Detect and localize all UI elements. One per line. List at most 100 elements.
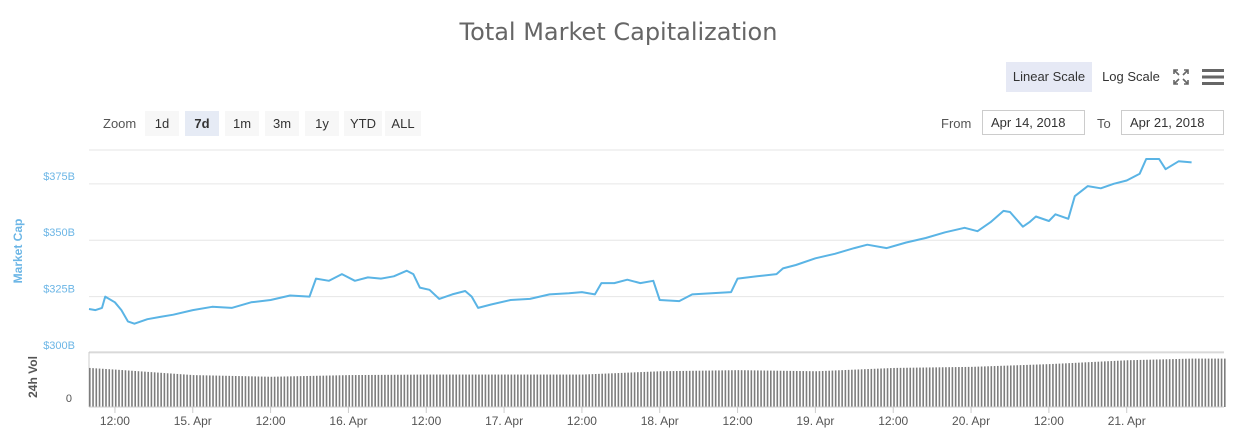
volume-bar [286, 376, 289, 407]
volume-bar [688, 370, 691, 407]
volume-bar [166, 373, 169, 407]
volume-bar [1113, 360, 1116, 407]
volume-bar [770, 370, 772, 407]
volume-bar [886, 368, 889, 407]
volume-bar [672, 371, 675, 407]
volume-bar [393, 374, 396, 407]
zoom-3m-button[interactable]: 3m [265, 111, 299, 136]
volume-bar [543, 374, 545, 407]
volume-bar [1035, 364, 1038, 407]
volume-bar [134, 370, 136, 407]
volume-bar [799, 371, 801, 407]
volume-bar [1133, 360, 1135, 407]
volume-bar [1081, 362, 1083, 407]
volume-bar [183, 374, 185, 407]
volume-bar [812, 371, 814, 407]
volume-bar [980, 366, 983, 407]
volume-bar [805, 371, 808, 407]
volume-bar [410, 374, 412, 407]
volume-bar [598, 373, 600, 407]
zoom-7d-button[interactable]: 7d [185, 111, 219, 136]
volume-bar [406, 374, 409, 407]
volume-bar [98, 368, 101, 407]
volume-bar [637, 372, 639, 407]
volume-bar [987, 366, 989, 407]
volume-bar [763, 370, 766, 407]
volume-bar [922, 367, 925, 407]
log-scale-button[interactable]: Log Scale [1102, 69, 1160, 84]
volume-bar [601, 373, 603, 407]
volume-bar [867, 369, 869, 407]
volume-bar [348, 375, 351, 407]
volume-bar [147, 371, 149, 407]
volume-bar [189, 374, 192, 407]
x-tick-label: 15. Apr [174, 414, 212, 428]
volume-bar [277, 376, 279, 407]
volume-bar [919, 367, 921, 407]
x-tick-label: 20. Apr [952, 414, 990, 428]
volume-bar [296, 376, 299, 407]
volume-bar [416, 374, 419, 407]
volume-bar [847, 369, 850, 407]
volume-bar [588, 374, 590, 407]
zoom-ytd-button[interactable]: YTD [344, 111, 382, 136]
volume-bar [941, 367, 944, 407]
volume-bar [487, 374, 490, 407]
volume-bar [912, 367, 915, 407]
volume-bar [1220, 358, 1223, 407]
to-date-input[interactable]: Apr 21, 2018 [1121, 110, 1224, 135]
volume-bar [1120, 360, 1122, 407]
volume-bar [280, 376, 282, 407]
volume-bar [932, 367, 934, 407]
volume-bar [1146, 359, 1148, 407]
volume-bar [873, 368, 876, 407]
volume-bar [127, 370, 130, 407]
volume-bar [1009, 365, 1012, 407]
volume-bar [611, 373, 613, 407]
volume-bar [841, 370, 843, 407]
volume-bar [575, 374, 578, 407]
volume-bar [523, 374, 526, 407]
volume-bar [1211, 358, 1213, 407]
volume-bar [163, 373, 166, 407]
hamburger-menu-icon[interactable] [1202, 68, 1224, 86]
volume-bar [212, 375, 214, 407]
from-date-input[interactable]: Apr 14, 2018 [982, 110, 1085, 135]
volume-bar [889, 368, 892, 407]
volume-bar [316, 375, 318, 407]
zoom-1m-button[interactable]: 1m [225, 111, 259, 136]
volume-bar [435, 374, 438, 407]
linear-scale-button[interactable]: Linear Scale [1006, 62, 1092, 92]
volume-bar [958, 367, 960, 407]
volume-bar [131, 370, 133, 407]
volume-bar [478, 374, 480, 407]
volume-bar [633, 372, 636, 407]
volume-bar [108, 369, 111, 407]
volume-bar [851, 369, 853, 407]
volume-bar [140, 371, 143, 407]
volume-bar [1026, 364, 1028, 407]
volume-bar [675, 371, 678, 407]
volume-bar [283, 376, 286, 407]
volume-bar [734, 370, 736, 407]
x-tick-label: 12:00 [567, 414, 597, 428]
volume-bar [740, 370, 743, 407]
volume-bar [766, 370, 769, 407]
zoom-1d-button[interactable]: 1d [145, 111, 179, 136]
zoom-all-button[interactable]: ALL [385, 111, 421, 136]
volume-bar [1045, 364, 1048, 407]
volume-bar [1084, 362, 1087, 407]
volume-bar [594, 374, 597, 407]
volume-bar [517, 374, 519, 407]
volume-bar [753, 370, 756, 407]
x-tick-label: 17. Apr [485, 414, 523, 428]
y-axis-title: Market Cap [11, 219, 25, 284]
zoom-1y-button[interactable]: 1y [305, 111, 339, 136]
volume-bar [338, 375, 341, 407]
volume-bar [89, 367, 91, 407]
fullscreen-icon[interactable] [1172, 68, 1190, 86]
volume-bar [828, 370, 830, 407]
volume-bar [319, 375, 321, 407]
x-tick-label: 12:00 [256, 414, 286, 428]
volume-bar [144, 371, 146, 407]
